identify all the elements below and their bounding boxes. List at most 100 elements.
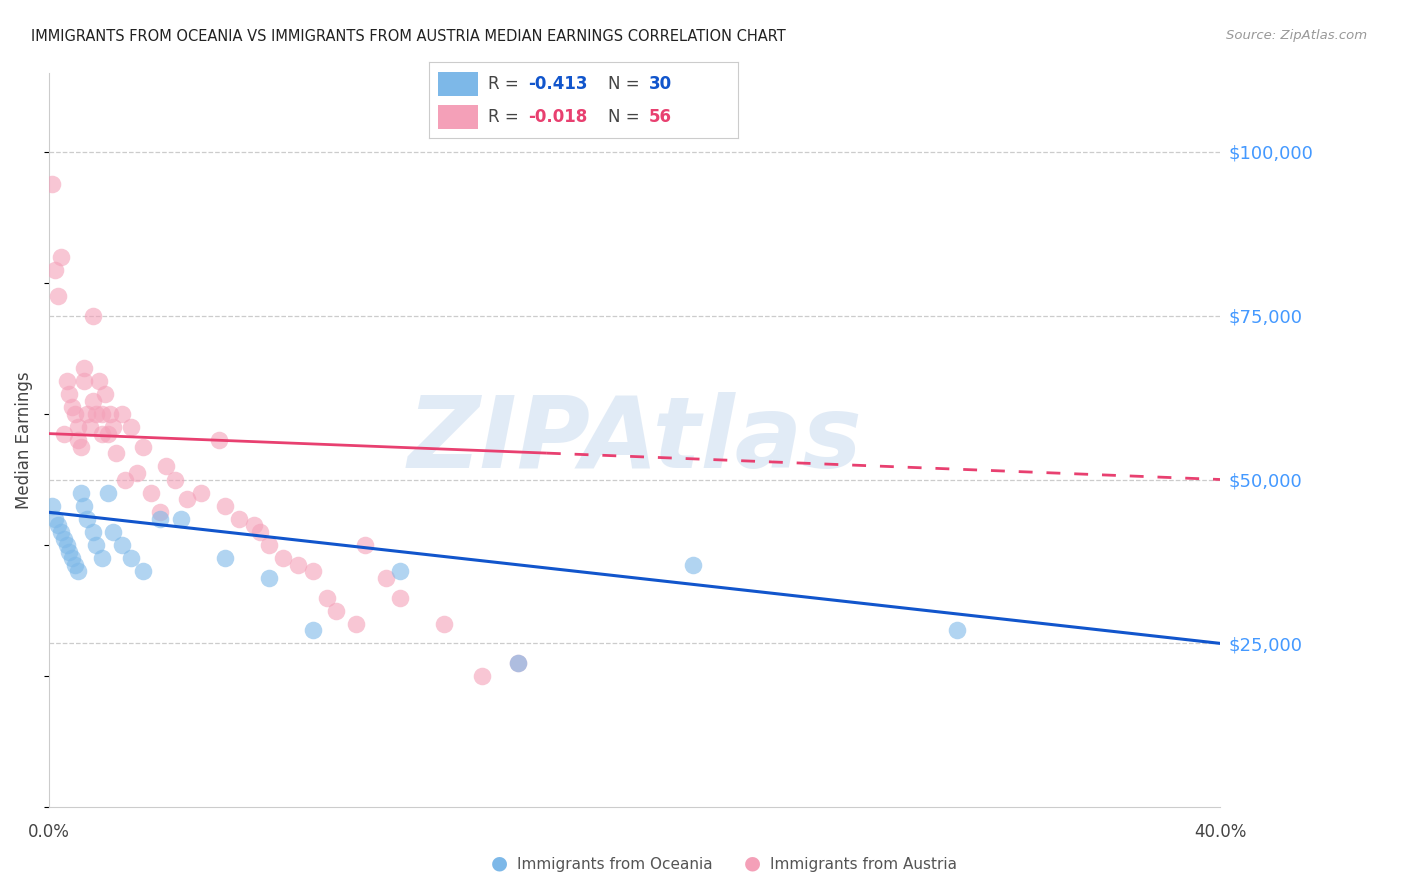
Point bbox=[52, 532, 75, 546]
Point bbox=[149, 505, 172, 519]
Point bbox=[67, 433, 90, 447]
Point bbox=[67, 420, 90, 434]
Point bbox=[84, 407, 107, 421]
Point bbox=[82, 524, 104, 539]
Text: 30: 30 bbox=[648, 75, 672, 93]
Text: N =: N = bbox=[609, 75, 645, 93]
Text: -0.018: -0.018 bbox=[527, 108, 588, 126]
Point bbox=[96, 426, 118, 441]
Point bbox=[100, 407, 122, 421]
Point bbox=[389, 564, 412, 578]
Point bbox=[149, 512, 172, 526]
Point bbox=[163, 473, 186, 487]
Point bbox=[190, 485, 212, 500]
Point bbox=[257, 538, 280, 552]
Text: Source: ZipAtlas.com: Source: ZipAtlas.com bbox=[1226, 29, 1367, 42]
Bar bbox=[439, 105, 478, 129]
Point bbox=[73, 374, 96, 388]
Point bbox=[49, 250, 72, 264]
Point bbox=[60, 551, 83, 566]
Point bbox=[228, 512, 250, 526]
Point bbox=[90, 551, 112, 566]
Point bbox=[111, 407, 134, 421]
Text: N =: N = bbox=[609, 108, 645, 126]
Point bbox=[55, 374, 77, 388]
Point bbox=[87, 374, 110, 388]
Point bbox=[103, 420, 125, 434]
Point bbox=[76, 512, 98, 526]
Point bbox=[214, 551, 236, 566]
Point bbox=[73, 361, 96, 376]
Text: Immigrants from Oceania: Immigrants from Oceania bbox=[517, 857, 713, 872]
Point bbox=[346, 616, 368, 631]
Point bbox=[52, 426, 75, 441]
Point bbox=[471, 669, 494, 683]
Point bbox=[105, 446, 128, 460]
Point bbox=[82, 309, 104, 323]
Point bbox=[73, 499, 96, 513]
Point bbox=[90, 407, 112, 421]
Point bbox=[41, 178, 63, 192]
Point bbox=[316, 591, 339, 605]
Point bbox=[243, 518, 266, 533]
Point bbox=[682, 558, 704, 572]
Point bbox=[70, 440, 93, 454]
Point bbox=[325, 604, 347, 618]
Point bbox=[93, 387, 115, 401]
Point bbox=[120, 420, 142, 434]
Point bbox=[111, 538, 134, 552]
Point bbox=[506, 656, 529, 670]
Point bbox=[125, 466, 148, 480]
Text: ZIPAtlas: ZIPAtlas bbox=[408, 392, 862, 489]
Point bbox=[58, 544, 80, 558]
Point bbox=[49, 524, 72, 539]
Point bbox=[67, 564, 90, 578]
Text: ●: ● bbox=[744, 854, 761, 872]
Point bbox=[946, 624, 969, 638]
Point bbox=[65, 558, 87, 572]
Point bbox=[131, 564, 153, 578]
Point bbox=[208, 433, 231, 447]
Point bbox=[79, 420, 101, 434]
Point bbox=[131, 440, 153, 454]
Point bbox=[120, 551, 142, 566]
Point bbox=[41, 499, 63, 513]
Point bbox=[170, 512, 193, 526]
Text: R =: R = bbox=[488, 108, 523, 126]
Point bbox=[44, 262, 66, 277]
Point bbox=[155, 459, 177, 474]
Point bbox=[141, 485, 163, 500]
Text: -0.413: -0.413 bbox=[527, 75, 588, 93]
Point bbox=[58, 387, 80, 401]
Point bbox=[90, 426, 112, 441]
Point bbox=[287, 558, 309, 572]
Point bbox=[301, 564, 323, 578]
Text: Immigrants from Austria: Immigrants from Austria bbox=[770, 857, 957, 872]
Point bbox=[46, 289, 69, 303]
Point bbox=[354, 538, 377, 552]
Point bbox=[506, 656, 529, 670]
Point bbox=[46, 518, 69, 533]
Point bbox=[374, 571, 396, 585]
Point bbox=[70, 485, 93, 500]
Point bbox=[433, 616, 456, 631]
Point bbox=[55, 538, 77, 552]
Point bbox=[249, 524, 271, 539]
Point bbox=[60, 401, 83, 415]
Point bbox=[176, 492, 198, 507]
Point bbox=[84, 538, 107, 552]
Text: ●: ● bbox=[491, 854, 508, 872]
Point bbox=[257, 571, 280, 585]
Point bbox=[76, 407, 98, 421]
Text: IMMIGRANTS FROM OCEANIA VS IMMIGRANTS FROM AUSTRIA MEDIAN EARNINGS CORRELATION C: IMMIGRANTS FROM OCEANIA VS IMMIGRANTS FR… bbox=[31, 29, 786, 44]
Text: 56: 56 bbox=[648, 108, 672, 126]
Point bbox=[271, 551, 294, 566]
Point bbox=[301, 624, 323, 638]
Bar bbox=[439, 71, 478, 95]
Point bbox=[82, 393, 104, 408]
Y-axis label: Median Earnings: Median Earnings bbox=[15, 371, 32, 509]
Point bbox=[114, 473, 136, 487]
Point bbox=[214, 499, 236, 513]
Point bbox=[389, 591, 412, 605]
Text: R =: R = bbox=[488, 75, 523, 93]
